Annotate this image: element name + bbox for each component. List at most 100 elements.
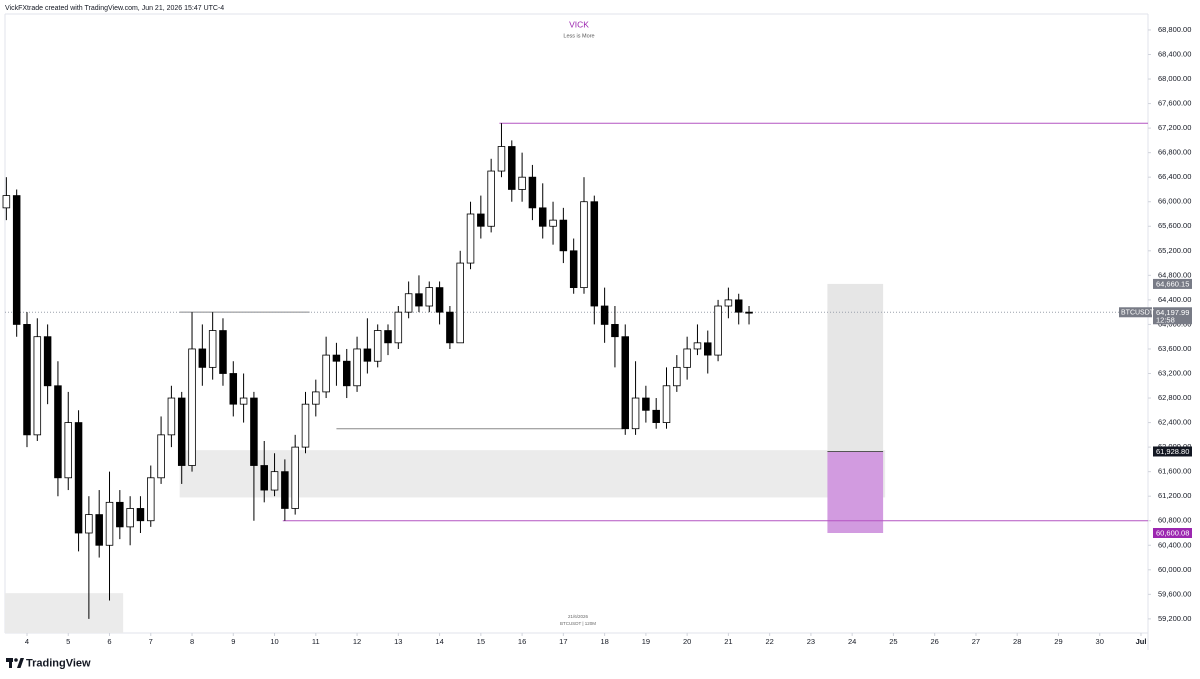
- candle-body: [64, 422, 73, 479]
- candle-body: [487, 170, 495, 227]
- candle-body: [85, 514, 93, 534]
- candle-body: [611, 324, 619, 338]
- candle-body: [569, 250, 578, 289]
- x-tick-label: 5: [66, 637, 70, 646]
- candle-body: [281, 471, 289, 509]
- candle-body: [600, 305, 609, 325]
- candle-body: [95, 514, 103, 546]
- candle-body: [270, 471, 279, 491]
- y-tick-label: 67,600.00: [1158, 99, 1191, 108]
- logo-shape: [17, 658, 24, 668]
- candle-body: [167, 397, 176, 436]
- candle-body: [74, 422, 83, 534]
- candle-body: [177, 397, 186, 466]
- y-tick-label: 64,800.00: [1158, 270, 1191, 279]
- y-tick-label: 63,600.00: [1158, 344, 1191, 353]
- x-tick-label: 20: [683, 637, 691, 646]
- candle-body: [301, 403, 310, 448]
- y-tick-label: 68,400.00: [1158, 49, 1191, 58]
- symbol-tag: [1119, 307, 1152, 318]
- candle-body: [415, 293, 423, 307]
- x-tick-label: 6: [107, 637, 111, 646]
- y-tick-label: 67,200.00: [1158, 123, 1191, 132]
- y-tick-label: 60,800.00: [1158, 516, 1191, 525]
- y-tick-label: 65,600.00: [1158, 221, 1191, 230]
- candle-body: [384, 330, 392, 344]
- price-tag-label: 60,600.08: [1156, 528, 1189, 537]
- position-box: [827, 283, 884, 452]
- candle-body: [673, 366, 681, 387]
- y-tick-label: 61,200.00: [1158, 491, 1191, 500]
- candle-body: [363, 348, 372, 362]
- y-tick-label: 65,200.00: [1158, 246, 1191, 255]
- candle-body: [631, 397, 640, 430]
- candle-body: [621, 336, 629, 430]
- price-tag: [1153, 278, 1192, 289]
- candle-body: [714, 305, 722, 356]
- x-tick-label: 8: [190, 637, 194, 646]
- x-tick-label: 22: [765, 637, 773, 646]
- zone: [5, 593, 124, 633]
- last-price-label: 64,197.99: [1156, 308, 1189, 317]
- x-tick-label: 26: [931, 637, 939, 646]
- header: VickFXtrade created with TradingView.com…: [5, 5, 224, 12]
- candle-body: [332, 354, 341, 362]
- candle-body: [704, 342, 712, 356]
- x-tick-label: 9: [231, 637, 235, 646]
- tradingview-logo: TradingView: [6, 657, 91, 669]
- candle-body: [12, 195, 21, 325]
- y-tick-label: 62,400.00: [1158, 418, 1191, 427]
- candle-body: [373, 330, 382, 362]
- candle-body: [497, 146, 506, 172]
- y-tick-label: 64,400.00: [1158, 295, 1191, 304]
- logo-shape: [9, 658, 12, 668]
- candle-body: [404, 293, 413, 313]
- candle-body: [105, 501, 114, 546]
- candle-body: [23, 324, 31, 436]
- x-tick-label: Jul: [1136, 637, 1147, 646]
- candle-body: [538, 207, 547, 227]
- candle-body: [2, 195, 11, 209]
- x-tick-label: 12: [353, 637, 361, 646]
- candle-body: [219, 330, 227, 374]
- y-tick-label: 61,600.00: [1158, 467, 1191, 476]
- candle-body: [188, 348, 196, 466]
- y-tick-label: 66,400.00: [1158, 172, 1191, 181]
- x-tick-label: 27: [972, 637, 980, 646]
- x-tick-label: 29: [1054, 637, 1062, 646]
- candle-body: [435, 287, 444, 313]
- x-tick-label: 10: [270, 637, 278, 646]
- candle-body: [208, 330, 217, 368]
- y-tick-label: 63,200.00: [1158, 368, 1191, 377]
- candle-body: [116, 501, 124, 528]
- candle-body: [662, 385, 671, 423]
- y-tick-label: 66,800.00: [1158, 148, 1191, 157]
- y-tick-label: 60,400.00: [1158, 540, 1191, 549]
- candle-body: [260, 465, 268, 491]
- x-tick-label: 24: [848, 637, 856, 646]
- candle-body: [549, 219, 557, 227]
- candle-body: [291, 446, 299, 509]
- x-tick-label: 18: [600, 637, 608, 646]
- y-tick-label: 62,800.00: [1158, 393, 1191, 402]
- candle-body: [508, 146, 516, 190]
- candle-body: [198, 348, 207, 368]
- x-tick-label: 7: [149, 637, 153, 646]
- candle-body: [147, 477, 155, 522]
- candle-body: [477, 213, 485, 227]
- x-tick-label: 13: [394, 637, 402, 646]
- x-tick-label: 17: [559, 637, 567, 646]
- logo-shape: [14, 658, 18, 662]
- candle-body: [54, 385, 62, 479]
- chart-subtitle: Less is More: [563, 33, 594, 39]
- candle-body: [642, 397, 650, 411]
- candle-body: [136, 508, 145, 522]
- candle-body: [126, 508, 134, 528]
- candle-body: [559, 219, 568, 252]
- x-tick-label: 11: [312, 637, 320, 646]
- price-tag: [1153, 446, 1192, 457]
- candle-body: [466, 213, 475, 264]
- candle-body: [590, 201, 599, 307]
- x-tick-label: 21: [724, 637, 732, 646]
- candle-body: [312, 391, 320, 405]
